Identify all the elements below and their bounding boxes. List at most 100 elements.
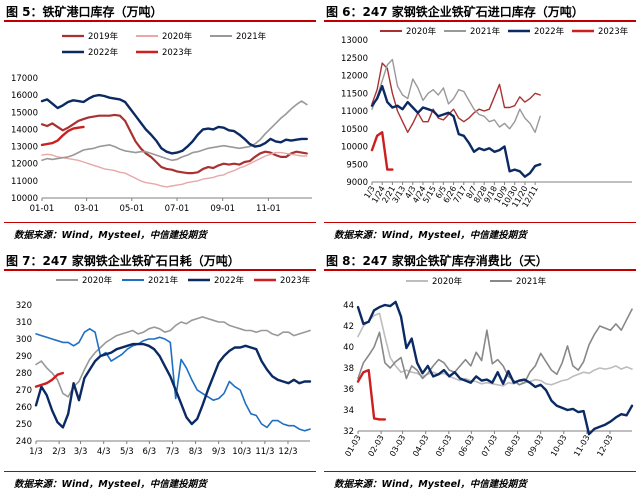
y-tick-label: 310 <box>16 318 32 328</box>
chart-title: 图 7：247 家钢铁企业铁矿石日耗（万吨） <box>6 254 240 268</box>
x-tick-label: 7/3 <box>166 447 180 457</box>
x-tick-label: 08-03 <box>503 434 522 459</box>
x-tick-label: 05-01 <box>119 204 144 214</box>
line-chart: 240 250 260 270 280 290 300 310 320 1/3 2/3 3/3 4/3 5… <box>16 275 312 457</box>
x-tick-label: 09-03 <box>526 434 545 459</box>
y-tick-label: 44 <box>343 301 354 311</box>
x-tick-label: 3/3 <box>74 447 88 457</box>
source-rule <box>4 222 316 223</box>
series-line <box>40 113 308 175</box>
series-line <box>356 300 634 436</box>
x-tick-label: 02-03 <box>366 434 385 459</box>
series-line <box>41 151 308 188</box>
y-tick-label: 300 <box>16 335 32 345</box>
chart-title: 图 6：247 家钢铁企业铁矿石进口库存（万吨） <box>326 5 584 19</box>
y-tick-label: 9500 <box>346 160 368 170</box>
source-rule <box>324 222 636 223</box>
y-tick-label: 10000 <box>341 143 368 153</box>
title-rule <box>324 269 636 271</box>
y-tick-label: 34 <box>343 406 354 416</box>
x-tick-label: 10/3 <box>232 447 251 457</box>
y-tick-label: 270 <box>16 386 32 396</box>
x-tick-label: 03-01 <box>74 204 99 214</box>
legend-label: 2021年 <box>516 276 547 287</box>
x-tick-label: 12/3 <box>278 447 297 457</box>
title-rule <box>4 269 316 271</box>
y-tick-label: 11500 <box>341 89 368 99</box>
chart-panel-daily-consumption: 图 7：247 家钢铁企业铁矿石日耗（万吨） 240 250 260 270 280 29… <box>0 249 320 498</box>
y-tick-label: 260 <box>16 403 32 413</box>
x-tick-label: 09-01 <box>210 204 235 214</box>
y-tick-label: 32 <box>343 427 354 437</box>
series-line <box>356 368 387 421</box>
legend-label: 2021年 <box>470 26 501 37</box>
chart-panel-port-inventory: 图 5：铁矿港口库存（万吨） 10000 11000 12000 13000 14000… <box>0 0 320 249</box>
x-tick-label: 04-03 <box>411 434 430 459</box>
x-tick-label: 9/3 <box>212 447 226 457</box>
x-tick-label: 12-03 <box>595 434 614 459</box>
x-tick-label: 06-03 <box>457 434 476 459</box>
y-tick-label: 240 <box>16 437 32 447</box>
y-tick-label: 11000 <box>341 107 368 117</box>
legend-label: 2022年 <box>88 47 119 58</box>
y-tick-label: 12000 <box>11 160 38 170</box>
y-tick-label: 15000 <box>11 108 38 118</box>
x-tick-label: 07-01 <box>165 204 190 214</box>
x-tick-label: 07-03 <box>480 434 499 459</box>
legend-label: 2023年 <box>280 275 311 286</box>
y-tick-label: 13000 <box>11 143 38 153</box>
x-tick-label: 8/3 <box>189 447 203 457</box>
series-line <box>34 342 312 429</box>
source-rule <box>324 471 636 472</box>
legend-label: 2022年 <box>214 275 245 286</box>
series-line <box>370 131 394 171</box>
x-tick-label: 11-01 <box>256 204 281 214</box>
series-line <box>35 327 311 432</box>
series-line <box>357 308 633 386</box>
y-tick-label: 320 <box>16 301 32 311</box>
y-tick-label: 12000 <box>341 72 368 82</box>
chart-title: 图 8：247 家钢企铁矿库存消费比（天） <box>326 254 548 268</box>
x-tick-label: 01-03 <box>343 434 362 459</box>
x-tick-label: 2/3 <box>52 447 66 457</box>
y-tick-label: 38 <box>343 364 354 374</box>
y-tick-label: 16000 <box>11 91 38 101</box>
x-tick-label: 05-03 <box>434 434 453 459</box>
series-line <box>40 93 308 155</box>
line-chart: 9000 9500 10000 10500 11000 11500 12000 12500 13… <box>341 26 632 209</box>
legend-label: 2021年 <box>236 31 267 42</box>
series-line <box>34 371 65 388</box>
legend-label: 2020年 <box>406 26 437 37</box>
x-tick-label: 1/3 <box>29 447 43 457</box>
legend-label: 2019年 <box>88 31 119 42</box>
series-line <box>371 58 541 134</box>
legend-label: 2020年 <box>432 276 463 287</box>
x-tick-label: 6/3 <box>143 447 157 457</box>
data-source-note: 数据来源：Wind，Mysteel，中信建投期货 <box>334 479 527 490</box>
line-chart: 10000 11000 12000 13000 14000 15000 16000 17000… <box>11 31 312 214</box>
series-line <box>35 316 311 398</box>
title-rule <box>4 20 316 22</box>
legend-label: 2023年 <box>162 47 193 58</box>
series-line <box>41 100 308 162</box>
legend-label: 2020年 <box>162 31 193 42</box>
x-tick-label: 5/3 <box>120 447 134 457</box>
y-tick-label: 11000 <box>11 177 38 187</box>
data-source-note: 数据来源：Wind，Mysteel，中信建投期货 <box>334 230 527 241</box>
legend-label: 2021年 <box>148 275 179 286</box>
y-tick-label: 13000 <box>341 36 368 46</box>
data-source-note: 数据来源：Wind，Mysteel，中信建投期货 <box>14 479 207 490</box>
x-tick-label: 11/3 <box>255 447 274 457</box>
chart-panel-stock-consumption-ratio: 图 8：247 家钢企铁矿库存消费比（天） 32 34 36 38 40 42 44 01-0… <box>320 249 640 498</box>
y-tick-label: 250 <box>16 420 32 430</box>
series-line <box>40 125 85 147</box>
y-tick-label: 17000 <box>11 74 38 84</box>
x-tick-label: 01-01 <box>30 204 55 214</box>
x-tick-label: 03-03 <box>388 434 407 459</box>
x-tick-label: 4/3 <box>97 447 111 457</box>
y-tick-label: 36 <box>343 385 354 395</box>
y-tick-label: 42 <box>343 322 354 332</box>
y-tick-label: 10500 <box>341 125 368 135</box>
data-source-note: 数据来源：Wind，Mysteel，中信建投期货 <box>14 230 207 241</box>
